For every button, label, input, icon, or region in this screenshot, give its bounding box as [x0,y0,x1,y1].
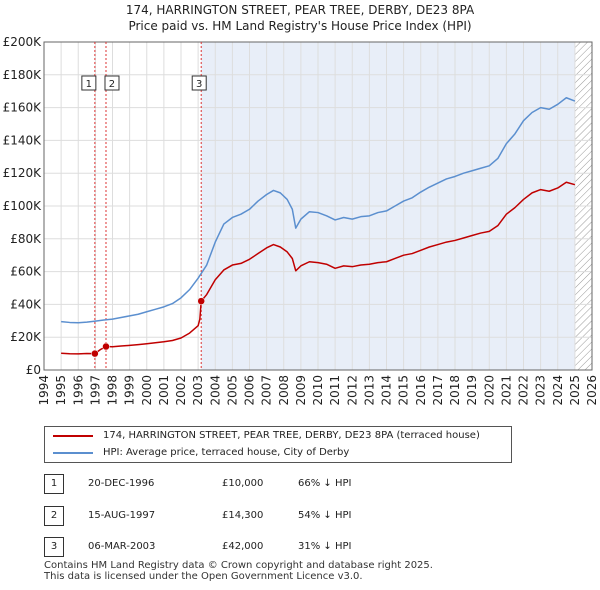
y-tick-label: £0 [26,363,41,377]
property-price-line [61,181,576,355]
transaction-number: 1 [44,474,64,494]
x-tick-label: 1999 [123,375,137,406]
legend-label-property: 174, HARRINGTON STREET, PEAR TREE, DERBY… [103,430,480,441]
x-tick-label: 2010 [311,375,325,406]
legend-swatch-hpi [53,452,93,454]
x-tick-label: 2008 [277,375,291,406]
transaction-number: 2 [44,506,64,526]
transaction-price: £10,000 [222,478,264,489]
x-tick-label: 1998 [106,375,120,406]
transaction-row: 2 15-AUG-1997 £14,300 54% ↓ HPI [44,506,494,526]
transaction-date: 20-DEC-1996 [88,478,155,489]
x-tick-label: 1996 [71,375,85,406]
x-tick-label: 1997 [88,375,102,406]
chart-title-line1: 174, HARRINGTON STREET, PEAR TREE, DERBY… [125,3,475,17]
transaction-row: 3 06-MAR-2003 £42,000 31% ↓ HPI [44,537,494,557]
x-tick-label: 2016 [414,375,428,406]
x-tick-label: 1995 [54,375,68,406]
marker-label: 3 [196,79,202,90]
x-tick-label: 2007 [260,375,274,406]
y-tick-label: £20K [10,330,42,344]
y-tick-label: £60K [10,265,42,279]
transaction-price: £14,300 [222,510,264,521]
plot-border [43,41,593,371]
y-tick-label: £200K [3,35,43,49]
x-tick-label: 2014 [380,375,394,406]
transaction-hpi-diff: 54% ↓ HPI [298,510,352,521]
sale-point [102,342,110,351]
y-tick-label: £80K [10,232,42,246]
x-tick-label: 2021 [499,375,513,406]
x-tick-label: 2009 [294,375,308,406]
y-tick-label: £140K [3,133,43,147]
marker-label: 1 [86,79,92,90]
transaction-hpi-diff: 31% ↓ HPI [298,541,352,552]
x-tick-label: 2018 [448,375,462,406]
sale-point [91,349,99,358]
y-tick-label: £40K [10,297,42,311]
x-tick-label: 2006 [243,375,257,406]
x-tick-label: 2000 [140,375,154,406]
x-tick-label: 2017 [431,375,445,406]
legend: 174, HARRINGTON STREET, PEAR TREE, DERBY… [44,426,512,463]
x-tick-label: 2026 [585,375,599,406]
x-tick-label: 2004 [208,375,222,406]
x-tick-label: 2022 [517,375,531,406]
transaction-hpi-diff: 66% ↓ HPI [298,478,352,489]
legend-label-hpi: HPI: Average price, terraced house, City… [103,447,350,458]
x-tick-label: 1994 [37,375,51,406]
y-tick-label: £100K [3,199,43,213]
transaction-date: 06-MAR-2003 [88,541,156,552]
x-tick-label: 2015 [397,375,411,406]
chart-title-line2: Price paid vs. HM Land Registry's House … [128,19,472,33]
sale-point [197,297,205,305]
x-tick-label: 2019 [465,375,479,406]
transaction-number: 3 [44,537,64,557]
x-tick-label: 2003 [191,375,205,406]
legend-swatch-property [53,435,93,437]
footer-licence: This data is licensed under the Open Gov… [44,571,363,582]
marker-label: 2 [109,79,115,90]
hpi-line [61,97,576,324]
x-tick-label: 2002 [174,375,188,406]
y-tick-label: £160K [3,101,43,115]
price-chart: £0 £20K £40K £60K £80K £100K £120K £140K £160K £1… [3,35,599,406]
transaction-date: 15-AUG-1997 [88,510,156,521]
marker-box [191,75,207,91]
x-tick-label: 2011 [328,375,342,406]
transaction-row: 1 20-DEC-1996 £10,000 66% ↓ HPI [44,474,494,494]
x-tick-label: 2001 [157,375,171,406]
footer: Contains HM Land Registry data © Crown c… [44,560,433,582]
x-tick-label: 2013 [362,375,376,406]
marker-box [81,75,97,91]
y-tick-label: £120K [3,166,43,180]
y-tick-label: £180K [3,68,43,82]
x-tick-label: 2005 [225,375,239,406]
x-tick-label: 2025 [568,375,582,406]
x-tick-label: 2020 [482,375,496,406]
transaction-price: £42,000 [222,541,264,552]
footer-copyright: Contains HM Land Registry data © Crown c… [44,560,433,571]
x-tick-label: 2023 [534,375,548,406]
x-tick-label: 2024 [551,375,565,406]
marker-box [104,75,120,91]
x-tick-label: 2012 [345,375,359,406]
